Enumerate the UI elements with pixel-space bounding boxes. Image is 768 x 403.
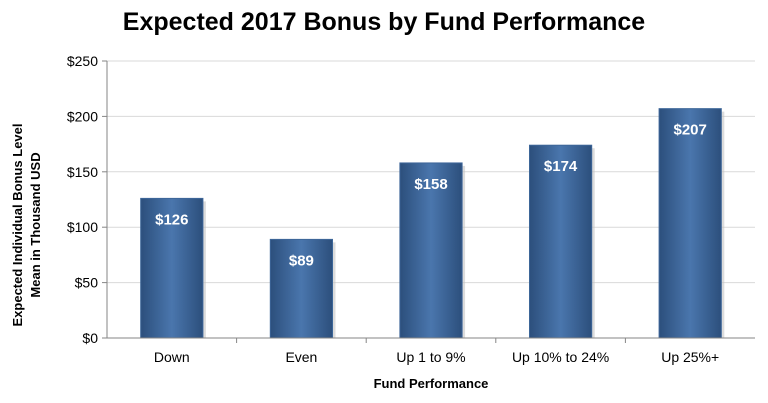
- y-tick-label: $50: [75, 275, 99, 291]
- bar: [528, 144, 593, 339]
- x-tick-label: Down: [154, 349, 190, 365]
- y-tick-label: $150: [67, 164, 98, 180]
- data-label: $174: [544, 158, 578, 175]
- x-tick-label: Up 10% to 24%: [512, 349, 609, 365]
- y-tick-label: $200: [67, 108, 98, 124]
- bar: [399, 162, 463, 339]
- y-tick-label: $0: [82, 330, 98, 346]
- x-tick-label: Up 25%+: [661, 349, 719, 365]
- data-label: $207: [674, 122, 707, 139]
- bars: [140, 108, 725, 339]
- bar: [140, 197, 204, 339]
- data-label: $126: [155, 211, 188, 228]
- y-axis-title: Expected Individual Bonus Level Mean in …: [10, 124, 43, 327]
- bar: [658, 108, 722, 339]
- x-axis-title: Fund Performance: [374, 376, 489, 391]
- bar: [269, 238, 334, 339]
- chart-title: Expected 2017 Bonus by Fund Performance: [123, 8, 645, 36]
- y-axis-title-line-2: Mean in Thousand USD: [28, 152, 43, 297]
- data-label: $89: [289, 252, 314, 269]
- data-labels: $126 $89 $158 $174 $207: [155, 122, 707, 270]
- y-tick-label: $100: [67, 219, 98, 235]
- x-tick-label: Up 1 to 9%: [396, 349, 465, 365]
- x-axis-ticks: Down Even Up 1 to 9% Up 10% to 24% Up 25%+: [154, 338, 719, 365]
- y-tick-label: $250: [67, 53, 98, 69]
- y-axis-title-line-1: Expected Individual Bonus Level: [10, 124, 25, 327]
- data-label: $158: [414, 176, 447, 193]
- y-axis-ticks: $0 $50 $100 $150 $200 $250: [67, 53, 107, 346]
- x-tick-label: Even: [285, 349, 317, 365]
